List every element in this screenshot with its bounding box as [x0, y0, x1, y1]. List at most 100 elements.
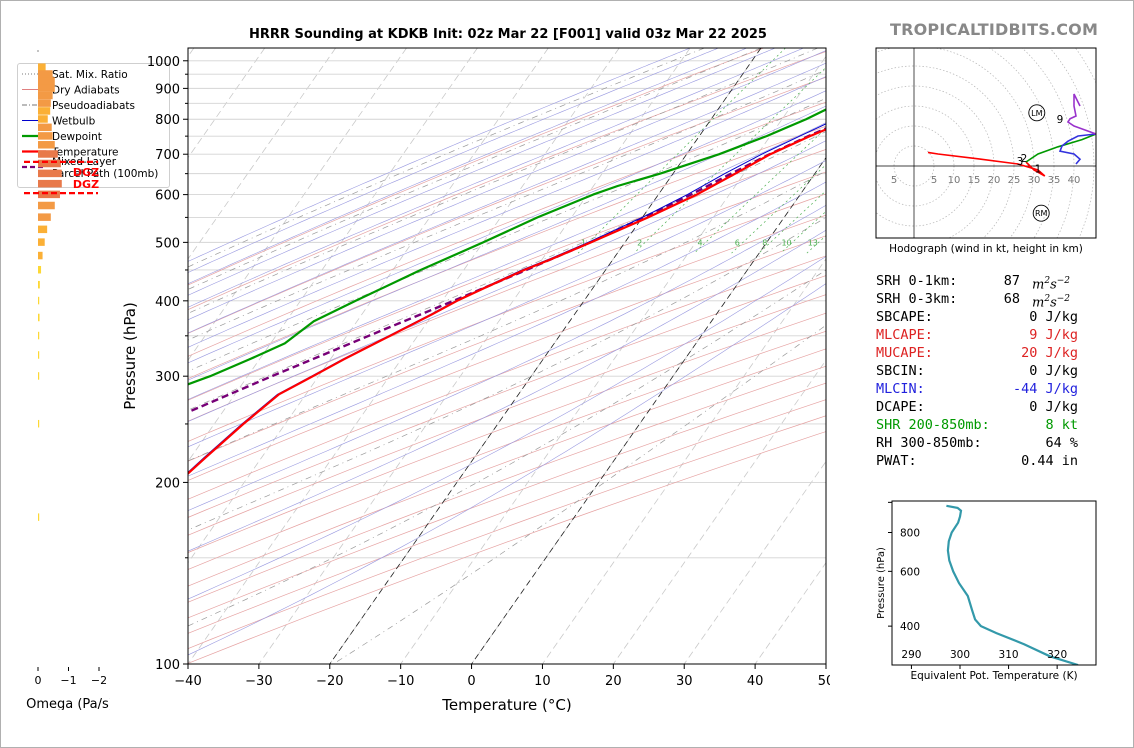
- isotherm: [188, 48, 478, 463]
- theta-e-y-tick-label: 400: [900, 621, 920, 633]
- omega-tick-label: −2: [91, 674, 107, 687]
- omega-bar: [38, 141, 55, 149]
- parameter-value: 0 J/kg: [1029, 399, 1078, 415]
- x-tick-label: 50: [818, 674, 830, 689]
- pseudoadiabat: [188, 48, 818, 314]
- isotherm: [188, 48, 407, 361]
- omega-bar: [38, 169, 62, 178]
- omega-bar: [38, 296, 40, 305]
- omega-bar: [38, 372, 40, 380]
- legend-label: Sat. Mix. Ratio: [52, 69, 128, 81]
- parameter-value: 64 %: [1045, 435, 1078, 451]
- mixing-ratio-label: 8: [762, 239, 767, 248]
- moist-adiabat: [188, 140, 826, 422]
- y-tick-label: 400: [155, 295, 180, 310]
- pseudoadiabat: [188, 48, 705, 268]
- parameter-value: 0.44 in: [1021, 453, 1078, 469]
- moist-adiabat: [188, 160, 826, 448]
- omega-bar: [38, 150, 58, 158]
- hodo-height-label: 1: [1035, 163, 1042, 175]
- parameter-row: SRH 0-3km: 68 m2s−2: [876, 290, 1078, 310]
- hodo-ring: [870, 40, 1110, 260]
- x-tick-label: −40: [174, 674, 201, 689]
- x-tick-label: 0: [467, 674, 475, 689]
- mixing-ratio-label: 10: [781, 239, 791, 248]
- y-tick-label: 200: [155, 476, 180, 491]
- mixing-ratio-label: 13: [808, 239, 818, 248]
- parameter-value: 20 J/kg: [1021, 345, 1078, 361]
- hodo-segment: [1025, 161, 1046, 177]
- parcel-path-line: [188, 127, 826, 414]
- parameter-row: SHR 200-850mb: 8 kt: [876, 416, 1078, 434]
- omega-bar: [38, 313, 40, 322]
- legend-label: Wetbulb: [52, 116, 96, 128]
- moist-adiabat: [188, 76, 826, 348]
- omega-bar: [38, 91, 53, 100]
- hodo-segment: [1025, 133, 1096, 163]
- parameter-label: SRH 0-3km:: [876, 291, 958, 307]
- parameter-label: DCAPE:: [876, 399, 925, 415]
- parameter-label: MUCAPE:: [876, 345, 933, 361]
- mixing-ratio-label: 1: [581, 239, 586, 248]
- hodograph-panel: 5 5 10 15 20 25 30 35 40 123 6 9 LM RM Hodograph (wind…: [870, 40, 1110, 260]
- isotherm: [188, 48, 336, 260]
- x-tick-label: −20: [316, 674, 343, 689]
- omega-bar: [38, 265, 42, 274]
- hodo-segment: [1058, 133, 1096, 165]
- omega-bar: [38, 70, 53, 78]
- isotherm: [825, 663, 826, 664]
- parameter-label: SBCAPE:: [876, 309, 933, 325]
- omega-bar: [38, 63, 46, 71]
- theta-e-x-tick-label: 300: [950, 649, 970, 661]
- moist-adiabat: [188, 204, 826, 511]
- parameter-row: MLCAPE: 9 J/kg: [876, 326, 1078, 344]
- hodo-ring-label: 15: [968, 175, 981, 186]
- storm-motion-marker: [1028, 104, 1046, 122]
- parameter-value: 68: [1003, 291, 1020, 307]
- dgz-label: DGZ: [73, 178, 99, 191]
- isotherm: [400, 55, 826, 664]
- hodo-height-label: 6: [1101, 134, 1108, 146]
- y-tick-label: 300: [155, 370, 180, 385]
- dry-adiabat: [188, 101, 826, 357]
- omega-bar: [38, 351, 40, 359]
- dry-adiabat: [188, 214, 826, 462]
- hodo-ring-label: 25: [1008, 175, 1021, 186]
- x-tick-label: 20: [605, 674, 622, 689]
- moist-adiabat: [188, 105, 826, 381]
- hodo-height-label: 9: [1057, 114, 1064, 126]
- moist-adiabat: [188, 48, 804, 308]
- skewt-diagram: 124681013162024303636F45F100090080070060…: [121, 47, 830, 714]
- parameter-row: RH 300-850mb: 64 %: [876, 434, 1078, 452]
- theta-e-y-tick-label: 600: [900, 566, 920, 578]
- parameter-label: MLCIN:: [876, 381, 925, 397]
- pseudoadiabat: [333, 324, 826, 664]
- legend: Sat. Mix. Ratio Dry Adiabats Pseudoadiabat…: [22, 69, 158, 180]
- dry-adiabat: [188, 348, 826, 587]
- parameter-label: MLCAPE:: [876, 327, 933, 343]
- omega-bar: [38, 84, 55, 92]
- skewt-plot-area: 1246810131620243036: [188, 48, 826, 664]
- moist-adiabat: [188, 48, 691, 262]
- omega-bar: [38, 159, 61, 168]
- hodo-caption: Hodograph (wind in kt, height in km): [889, 243, 1083, 255]
- omega-bar: [38, 107, 51, 115]
- parameter-row: SBCIN: 0 J/kg: [876, 362, 1078, 380]
- omega-axis-title: Omega (Pa/s): [26, 697, 110, 710]
- theta-e-x-tick-label: 290: [901, 649, 921, 661]
- mixing-ratio-line: [694, 127, 826, 254]
- parameter-row: SRH 0-1km: 87 m2s−2: [876, 272, 1078, 292]
- omega-bar: [38, 123, 52, 132]
- y-tick-label: 100: [155, 658, 180, 673]
- dry-adiabat: [188, 330, 826, 570]
- dry-adiabat: [188, 125, 826, 380]
- omega-bar: [38, 419, 40, 428]
- dewpoint-line: [188, 108, 826, 386]
- moist-adiabat: [188, 48, 747, 285]
- moist-adiabat: [188, 48, 776, 296]
- moist-adiabat: [188, 229, 826, 552]
- moist-adiabat: [188, 181, 826, 477]
- y-tick-label: 600: [155, 189, 180, 204]
- pseudoadiabat: [188, 170, 826, 462]
- x-tick-label: 40: [747, 674, 764, 689]
